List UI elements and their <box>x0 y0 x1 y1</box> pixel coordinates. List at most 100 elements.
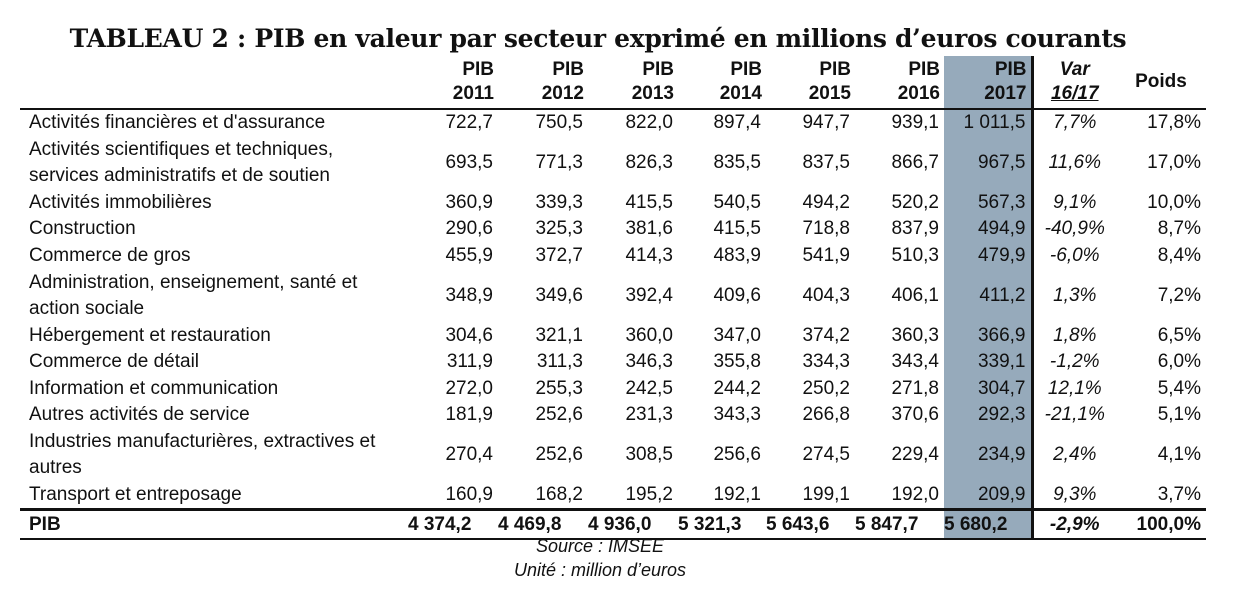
total-value-2013: 4 936,0 <box>588 508 678 541</box>
value-2014: 347,0 <box>713 324 761 346</box>
value-2011: 348,9 <box>445 284 493 306</box>
value-2016: 837,9 <box>891 218 939 240</box>
total-value-2015: 5 643,6 <box>766 508 855 541</box>
value-2013: 415,5 <box>625 191 673 213</box>
var-value: 12,1% <box>1047 377 1102 399</box>
value-2011: 360,9 <box>445 191 493 213</box>
table-row: Industries manufacturières, extractives … <box>20 428 1206 482</box>
value-2017: 304,7 <box>944 375 1034 403</box>
value-2013: 826,3 <box>625 152 673 174</box>
value-2015: 837,5 <box>802 152 850 174</box>
value-2013: 242,5 <box>625 377 673 399</box>
value-2016: 343,4 <box>891 351 939 373</box>
var-value: 2,4% <box>1053 444 1097 466</box>
value-2016: 520,2 <box>891 191 939 213</box>
value-2011: 722,7 <box>445 112 493 134</box>
value-2016: 939,1 <box>891 112 939 134</box>
var-value: -40,9% <box>1044 218 1105 240</box>
sector-label: Hébergement et restauration <box>29 324 271 346</box>
value-2015: 250,2 <box>802 377 850 399</box>
value-2012: 168,2 <box>535 484 583 506</box>
value-2016: 360,3 <box>891 324 939 346</box>
header-2015: PIB 2015 <box>766 56 855 110</box>
gdp-table: PIB 2011 PIB 2012 PIB 2013 PIB 2014 PIB 2015 … <box>20 56 1206 541</box>
value-2014: 540,5 <box>713 191 761 213</box>
value-2015: 374,2 <box>802 324 850 346</box>
header-2011: PIB 2011 <box>408 56 498 110</box>
value-2011: 693,5 <box>445 152 493 174</box>
header-2017: PIB 2017 <box>944 56 1034 110</box>
sector-label: Activités immobilières <box>29 191 212 213</box>
poids-value: 3,7% <box>1157 484 1201 506</box>
value-2012: 325,3 <box>535 218 583 240</box>
total-value-2017: 5 680,2 <box>944 508 1034 541</box>
table-row: Autres activités de service 181,9 252,6 231… <box>20 402 1206 429</box>
value-2017: 567,3 <box>944 189 1034 217</box>
value-2011: 304,6 <box>445 324 493 346</box>
header-var: Var 16/17 <box>1032 56 1116 110</box>
value-2014: 415,5 <box>713 218 761 240</box>
sector-label: Activités scientifiques et techniques, s… <box>29 139 334 187</box>
value-2011: 311,9 <box>446 351 493 373</box>
sector-label: Commerce de détail <box>29 351 200 373</box>
header-2012: PIB 2012 <box>498 56 588 110</box>
header-2016: PIB 2016 <box>855 56 944 110</box>
table-title: TABLEAU 2 : PIB en valeur par secteur ex… <box>69 24 1127 53</box>
value-2011: 160,9 <box>445 484 493 506</box>
value-2013: 308,5 <box>625 444 673 466</box>
value-2016: 370,6 <box>891 404 939 426</box>
value-2017: 479,9 <box>944 242 1034 270</box>
poids-value: 5,4% <box>1157 377 1201 399</box>
table-row: Commerce de gros 455,9 372,7 414,3 483,9 541,… <box>20 242 1206 270</box>
header-empty <box>20 56 408 110</box>
value-2012: 372,7 <box>535 245 583 267</box>
source-note: Source : IMSEE <box>535 536 665 556</box>
poids-value: 8,7% <box>1157 218 1201 240</box>
total-value-2014: 5 321,3 <box>678 508 766 541</box>
poids-value: 17,8% <box>1147 112 1201 134</box>
poids-value: 4,1% <box>1157 444 1201 466</box>
value-2011: 181,9 <box>445 404 493 426</box>
value-2015: 199,1 <box>802 484 850 506</box>
value-2014: 192,1 <box>713 484 761 506</box>
total-label: PIB <box>20 508 408 541</box>
value-2013: 392,4 <box>625 284 673 306</box>
value-2016: 271,8 <box>891 377 939 399</box>
value-2013: 231,3 <box>625 404 673 426</box>
poids-value: 6,0% <box>1157 351 1201 373</box>
value-2012: 252,6 <box>535 444 583 466</box>
value-2017: 1 011,5 <box>944 109 1034 137</box>
value-2016: 192,0 <box>891 484 939 506</box>
header-2014: PIB 2014 <box>678 56 766 110</box>
var-value: 11,6% <box>1048 152 1101 174</box>
header-poids: Poids <box>1116 56 1206 110</box>
sector-label: Administration, enseignement, santé et a… <box>29 271 358 319</box>
var-value: 1,3% <box>1053 284 1097 306</box>
sector-label: Commerce de gros <box>29 245 191 267</box>
value-2013: 346,3 <box>625 351 673 373</box>
var-value: 1,8% <box>1053 324 1097 346</box>
table-row: Administration, enseignement, santé et a… <box>20 269 1206 323</box>
value-2017: 967,5 <box>944 136 1034 190</box>
value-2017: 209,9 <box>944 481 1034 510</box>
table-body: Activités financières et d'assurance 722,… <box>20 109 1206 510</box>
total-value-2012: 4 469,8 <box>498 508 588 541</box>
value-2011: 272,0 <box>445 377 493 399</box>
header-row: PIB 2011 PIB 2012 PIB 2013 PIB 2014 PIB 2015 … <box>20 56 1206 110</box>
table-row: Commerce de détail 311,9 311,3 346,3 355,8 33… <box>20 348 1206 376</box>
value-2015: 718,8 <box>802 218 850 240</box>
table-row: Activités immobilières 360,9 339,3 415,5 540… <box>20 189 1206 217</box>
value-2015: 947,7 <box>802 112 850 134</box>
value-2012: 771,3 <box>535 152 583 174</box>
value-2017: 234,9 <box>944 428 1034 482</box>
sector-label: Autres activités de service <box>29 404 250 426</box>
value-2015: 494,2 <box>802 191 850 213</box>
table-row: Construction 290,6 325,3 381,6 415,5 718,8 837… <box>20 216 1206 243</box>
sector-label: Construction <box>29 218 136 240</box>
value-2014: 355,8 <box>713 351 761 373</box>
table-row: Activités scientifiques et techniques, s… <box>20 136 1206 190</box>
value-2015: 266,8 <box>802 404 850 426</box>
var-value: -6,0% <box>1049 245 1100 267</box>
value-2014: 483,9 <box>713 245 761 267</box>
value-2015: 334,3 <box>802 351 850 373</box>
